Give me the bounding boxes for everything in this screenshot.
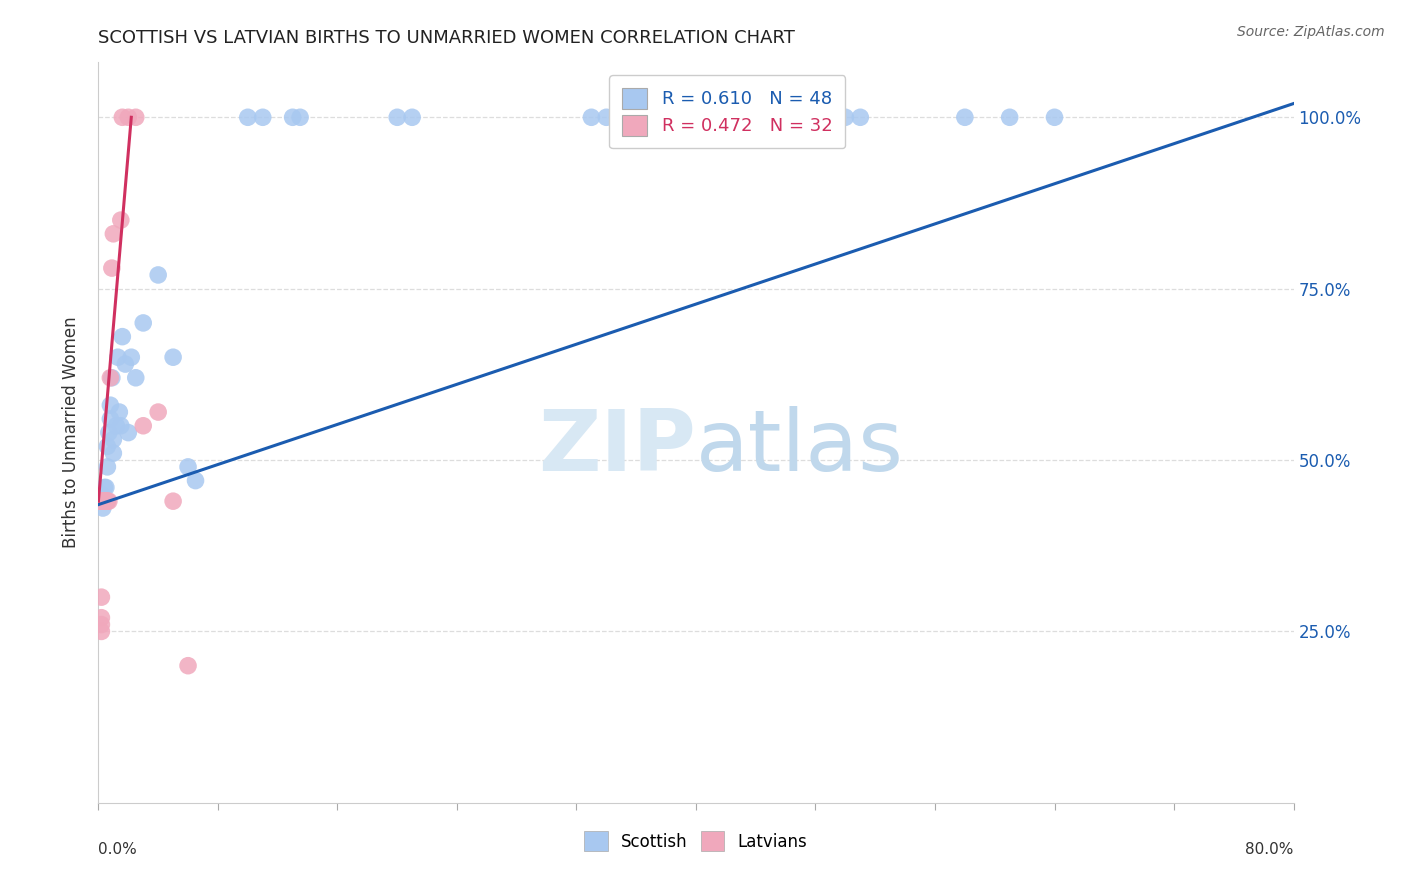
Point <box>90 617 112 632</box>
Point <box>96 494 118 508</box>
Point <box>103 446 125 460</box>
Text: Source: ZipAtlas.com: Source: ZipAtlas.com <box>1237 25 1385 39</box>
Point <box>91 501 114 516</box>
Point <box>90 494 112 508</box>
Point <box>91 494 114 508</box>
Legend: Scottish, Latvians: Scottish, Latvians <box>578 825 814 857</box>
Point <box>117 425 139 440</box>
Point <box>834 110 856 124</box>
Point <box>111 110 134 124</box>
Point <box>148 405 170 419</box>
Point <box>581 110 603 124</box>
Point <box>97 494 120 508</box>
Point <box>162 350 184 364</box>
Point <box>93 480 115 494</box>
Point <box>117 110 139 124</box>
Point <box>96 494 118 508</box>
Point <box>162 494 184 508</box>
Point <box>103 433 125 447</box>
Point <box>849 110 872 124</box>
Point <box>98 398 122 412</box>
Point <box>110 418 132 433</box>
Point <box>90 487 112 501</box>
Point <box>110 213 132 227</box>
Point <box>236 110 259 124</box>
Point <box>98 371 122 385</box>
Point <box>89 494 111 508</box>
Y-axis label: Births to Unmarried Women: Births to Unmarried Women <box>62 317 80 549</box>
Point <box>125 371 148 385</box>
Point <box>281 110 304 124</box>
Point <box>288 110 311 124</box>
Point <box>93 494 115 508</box>
Point <box>94 494 117 508</box>
Point <box>91 494 114 508</box>
Point <box>148 268 170 282</box>
Point <box>91 494 114 508</box>
Point <box>111 329 134 343</box>
Point <box>94 494 117 508</box>
Text: 0.0%: 0.0% <box>98 842 138 856</box>
Point <box>90 624 112 639</box>
Point <box>98 412 122 426</box>
Point <box>89 494 111 508</box>
Point <box>125 110 148 124</box>
Point <box>89 494 111 508</box>
Text: SCOTTISH VS LATVIAN BIRTHS TO UNMARRIED WOMEN CORRELATION CHART: SCOTTISH VS LATVIAN BIRTHS TO UNMARRIED … <box>98 29 796 47</box>
Point <box>132 418 155 433</box>
Point <box>93 494 115 508</box>
Point <box>101 371 124 385</box>
Point <box>96 439 118 453</box>
Text: 80.0%: 80.0% <box>1246 842 1294 856</box>
Point <box>91 494 114 508</box>
Point <box>89 494 111 508</box>
Point <box>107 350 129 364</box>
Point <box>132 316 155 330</box>
Point <box>91 494 114 508</box>
Point <box>120 350 142 364</box>
Point <box>998 110 1021 124</box>
Point <box>177 658 200 673</box>
Point <box>595 110 617 124</box>
Point <box>820 110 842 124</box>
Point <box>177 459 200 474</box>
Point <box>184 474 207 488</box>
Point <box>94 494 117 508</box>
Point <box>89 494 111 508</box>
Point <box>101 261 124 276</box>
Point <box>385 110 409 124</box>
Point <box>89 494 111 508</box>
Point <box>94 480 117 494</box>
Point <box>90 610 112 624</box>
Point <box>94 494 117 508</box>
Point <box>93 494 115 508</box>
Point <box>105 418 128 433</box>
Point <box>93 494 115 508</box>
Point <box>90 494 112 508</box>
Point <box>103 227 125 241</box>
Point <box>1043 110 1066 124</box>
Point <box>90 590 112 604</box>
Point <box>96 459 118 474</box>
Point <box>108 405 131 419</box>
Text: atlas: atlas <box>696 406 904 489</box>
Point <box>252 110 274 124</box>
Point <box>114 357 136 371</box>
Point <box>91 494 114 508</box>
Text: ZIP: ZIP <box>538 406 696 489</box>
Point <box>953 110 976 124</box>
Point <box>97 425 120 440</box>
Point <box>401 110 423 124</box>
